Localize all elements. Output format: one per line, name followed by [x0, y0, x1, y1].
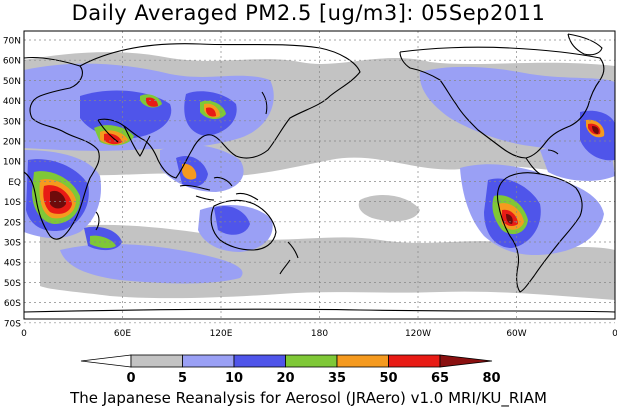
lat-label-30n: 30N [3, 117, 21, 127]
coastline-asia [79, 43, 361, 179]
map-frame [23, 30, 616, 320]
colorbar-right-arrow [439, 354, 493, 368]
pm25-darkred-layer [50, 126, 599, 224]
coastline-japan [261, 91, 268, 115]
map-title: Daily Averaged PM2.5 [ug/m3]: 05Sep2011 [71, 1, 546, 25]
lon-label-60e: 60E [114, 329, 131, 339]
lat-label-70s: 70S [4, 319, 21, 329]
lat-label-70n: 70N [3, 37, 21, 47]
map-area [23, 30, 616, 324]
coastline-greenland [567, 33, 603, 56]
lat-label-40n: 40N [3, 97, 21, 107]
coastline-caribbean [547, 149, 559, 155]
colorbar-segment [336, 354, 389, 368]
coastline-new-zealand [279, 241, 299, 275]
colorbar-segment [233, 354, 286, 368]
lat-label-40s: 40S [4, 259, 21, 269]
coastline-arabia-india [97, 119, 151, 157]
lat-label-10s: 10S [4, 198, 21, 208]
lat-label-60s: 60S [4, 299, 21, 309]
colorbar-tick-label: 0 [126, 371, 135, 386]
lat-label-20s: 20S [4, 218, 21, 228]
longitude-labels: 0 60E 120E 180 120W 60W 0 [21, 329, 617, 339]
coastline-africa-europe [23, 56, 100, 240]
coastline-central-america [525, 157, 541, 175]
colorbar-segment [182, 354, 235, 368]
coastline-antarctica [23, 308, 616, 313]
colorbar-tick-label: 20 [276, 371, 294, 386]
latitude-labels: 70N 60N 50N 40N 30N 20N 10N EQ 10S 20S 30S 40S 50S 60… [3, 37, 21, 330]
colorbar-tick-label: 50 [379, 371, 397, 386]
colorbar-segment [388, 354, 441, 368]
colorbar-segment [285, 354, 338, 368]
lat-label-30s: 30S [4, 239, 21, 249]
gridlines [24, 31, 615, 324]
colorbar-tick-label: 35 [328, 371, 346, 386]
lat-label-20n: 20N [3, 138, 21, 148]
colorbar-tick-label: 5 [178, 371, 187, 386]
colorbar-segment [130, 354, 183, 368]
pm25-fields [24, 52, 615, 300]
footer-credit: The Japanese Reanalysis for Aerosol (JRA… [70, 389, 547, 407]
lon-label-120e: 120E [210, 329, 233, 339]
lon-label-120w: 120W [405, 329, 431, 339]
lon-label-60w: 60W [506, 329, 526, 339]
coastline-north-america [399, 46, 605, 159]
lat-label-50s: 50S [4, 279, 21, 289]
coastline-australia [210, 199, 277, 251]
coastline-indonesia [179, 176, 259, 201]
lat-label-eq: EQ [8, 178, 21, 188]
lon-label-0: 0 [612, 329, 617, 339]
lat-label-50n: 50N [3, 77, 21, 87]
colorbar-tick-label: 80 [482, 371, 500, 386]
coastline-south-america [496, 172, 583, 293]
coastline-madagascar [95, 211, 100, 231]
colorbar-tick-label: 10 [225, 371, 243, 386]
lat-label-60n: 60N [3, 57, 21, 67]
colorbar: 0 5 10 20 35 50 65 80 [80, 354, 501, 386]
lon-label-0: 0 [21, 329, 27, 339]
coastlines [23, 33, 616, 313]
lat-label-10n: 10N [3, 158, 21, 168]
colorbar-tick-label: 65 [431, 371, 449, 386]
lon-label-180: 180 [311, 329, 328, 339]
colorbar-left-arrow [80, 354, 132, 368]
